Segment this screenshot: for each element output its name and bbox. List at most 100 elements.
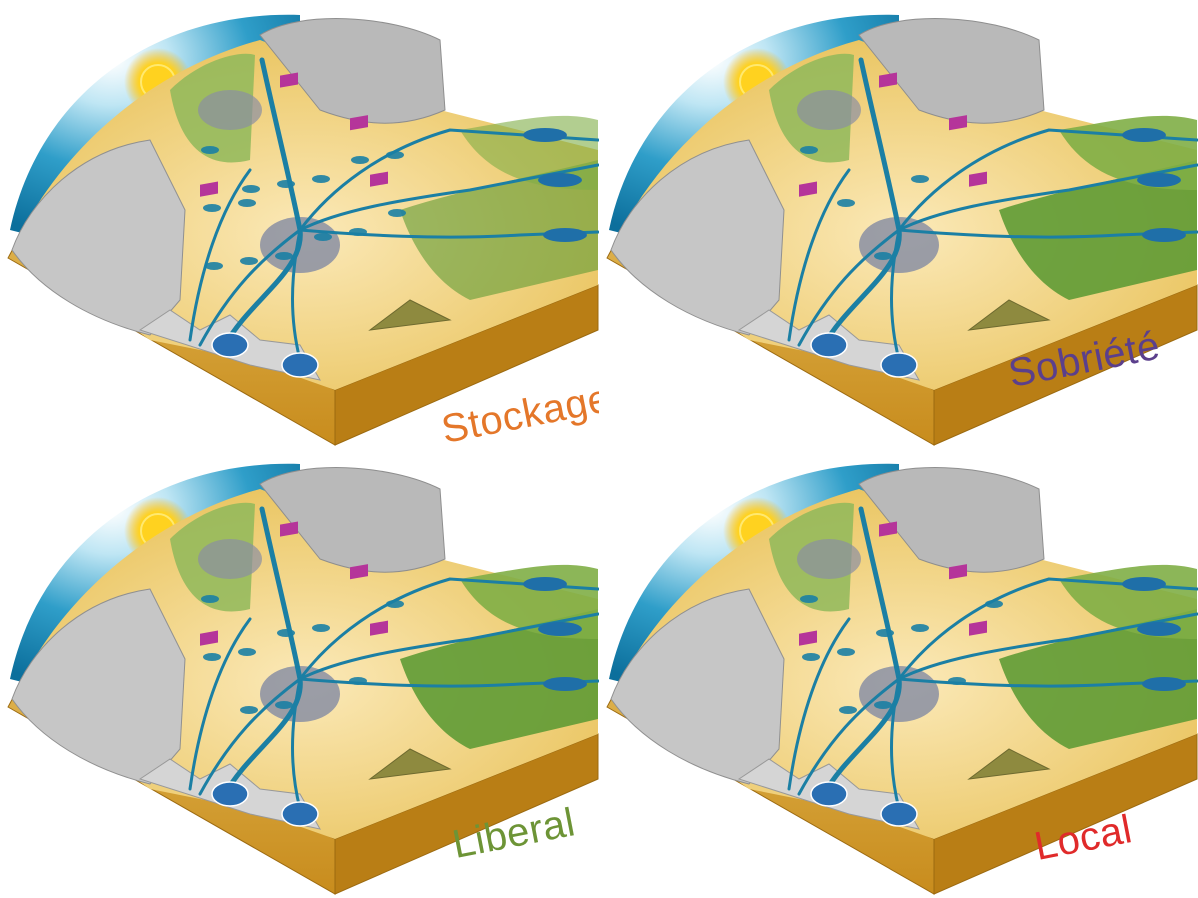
river <box>797 677 901 796</box>
dam-lake <box>1142 228 1186 242</box>
reservoir <box>837 648 855 656</box>
mountain-west <box>11 139 186 336</box>
coastal-bay <box>880 801 918 827</box>
mountain-west <box>11 588 186 785</box>
reservoir <box>802 653 820 661</box>
hill-south <box>967 748 1051 780</box>
river <box>897 228 1198 239</box>
river <box>198 228 302 347</box>
coastal-bay <box>880 352 918 378</box>
coastal-bay <box>281 801 319 827</box>
river <box>897 163 1198 232</box>
industry-block <box>370 620 388 636</box>
reservoir <box>388 209 406 217</box>
coastal-bay <box>810 781 848 807</box>
reservoir <box>349 228 367 236</box>
coastal-bay <box>211 781 249 807</box>
reservoir <box>312 175 330 183</box>
dam-lake <box>538 173 582 187</box>
reservoir <box>839 706 857 714</box>
dam-lake <box>523 577 567 591</box>
reservoir <box>275 252 293 260</box>
landscape-block-stockage <box>7 14 599 446</box>
hill-south <box>967 299 1051 331</box>
river <box>897 677 1198 688</box>
river <box>897 612 1198 681</box>
reservoir <box>242 185 260 193</box>
vegetation-hills-east <box>400 609 598 749</box>
reservoir <box>800 595 818 603</box>
dam-lake <box>538 622 582 636</box>
river <box>787 168 851 342</box>
mountain-west <box>610 588 785 785</box>
mountain-west <box>610 139 785 336</box>
industry-block <box>280 521 298 537</box>
industry-block <box>350 564 368 580</box>
reservoir <box>203 204 221 212</box>
river <box>787 617 851 791</box>
river <box>188 168 252 342</box>
river <box>897 577 1198 681</box>
reservoir <box>240 257 258 265</box>
reservoir <box>874 701 892 709</box>
reservoir <box>876 629 894 637</box>
coastal-bay <box>810 332 848 358</box>
reservoir <box>837 199 855 207</box>
industry-block <box>879 521 897 537</box>
reservoir <box>240 706 258 714</box>
landscape-block-sobriete <box>606 14 1198 446</box>
river <box>890 677 901 811</box>
reservoir <box>314 233 332 241</box>
river <box>897 128 1198 232</box>
urban-area-north <box>797 539 861 579</box>
urban-area-north <box>198 90 262 130</box>
river <box>298 612 599 681</box>
reservoir <box>349 677 367 685</box>
coastal-bay <box>281 352 319 378</box>
dam-lake <box>543 228 587 242</box>
reservoir <box>874 252 892 260</box>
reservoir <box>205 262 223 270</box>
dam-lake <box>523 128 567 142</box>
river <box>291 228 302 362</box>
reservoir <box>911 624 929 632</box>
industry-block <box>969 620 987 636</box>
vegetation-hills-east <box>400 160 598 300</box>
reservoir <box>238 648 256 656</box>
reservoir <box>277 180 295 188</box>
river <box>298 228 599 239</box>
dam-lake <box>1137 622 1181 636</box>
reservoir <box>201 146 219 154</box>
coastal-bay <box>211 332 249 358</box>
reservoir <box>386 600 404 608</box>
dam-lake <box>543 677 587 691</box>
industry-block <box>280 72 298 88</box>
vegetation-hills-east <box>999 160 1197 300</box>
industry-block <box>949 115 967 131</box>
river <box>298 677 599 688</box>
hill-south <box>368 748 452 780</box>
scenario-panel-local: Local <box>599 449 1198 898</box>
reservoir <box>201 595 219 603</box>
dam-lake <box>1122 128 1166 142</box>
vegetation-hills-east <box>999 609 1197 749</box>
river <box>298 128 599 232</box>
river <box>291 677 302 811</box>
urban-area-north <box>797 90 861 130</box>
industry-block <box>200 181 218 197</box>
reservoir <box>985 600 1003 608</box>
industry-block <box>370 171 388 187</box>
industry-block <box>879 72 897 88</box>
scenario-panel-stockage: Stockage <box>0 0 599 449</box>
landscape-block-local <box>606 463 1198 895</box>
industry-block <box>949 564 967 580</box>
reservoir <box>275 701 293 709</box>
industry-block <box>969 171 987 187</box>
reservoir <box>238 199 256 207</box>
dam-lake <box>1122 577 1166 591</box>
reservoir <box>800 146 818 154</box>
industry-block <box>799 630 817 646</box>
reservoir <box>911 175 929 183</box>
river <box>298 577 599 681</box>
